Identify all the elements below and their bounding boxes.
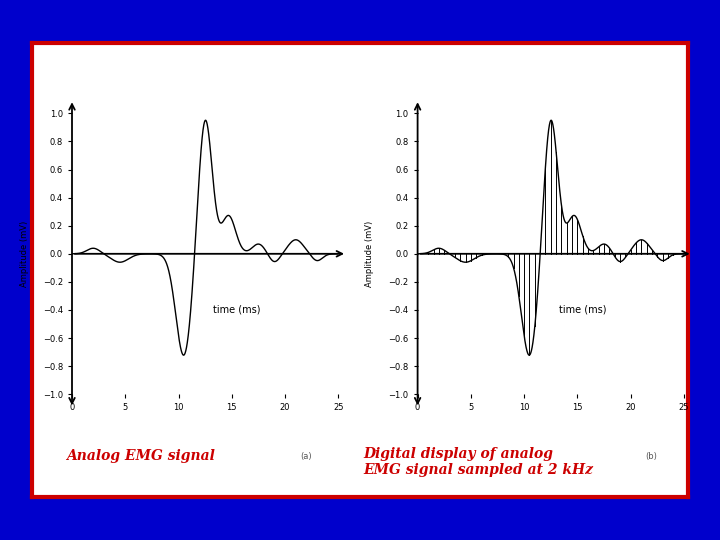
Text: (a): (a): [300, 452, 312, 461]
Text: Analog EMG signal: Analog EMG signal: [66, 449, 215, 463]
Text: Digital display of analog
EMG signal sampled at 2 kHz: Digital display of analog EMG signal sam…: [364, 447, 594, 477]
Text: time (ms): time (ms): [213, 305, 261, 315]
Text: Amplitude (mV): Amplitude (mV): [19, 221, 29, 287]
Text: Amplitude (mV): Amplitude (mV): [365, 221, 374, 287]
Text: (b): (b): [646, 452, 657, 461]
Text: time (ms): time (ms): [559, 305, 606, 315]
